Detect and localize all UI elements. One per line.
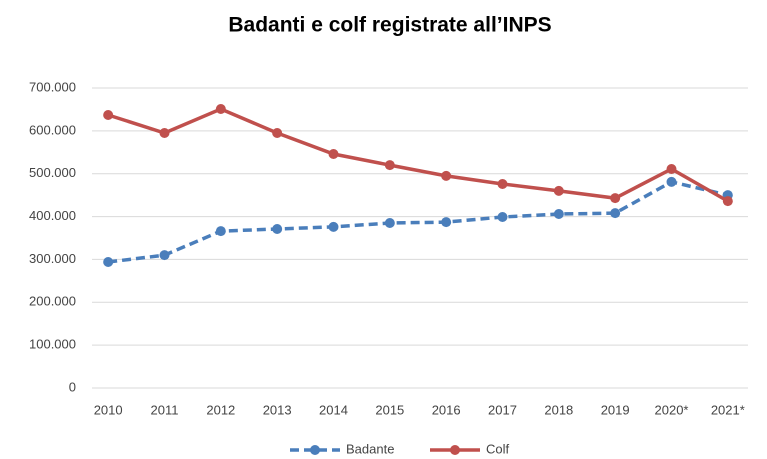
point: [497, 179, 508, 189]
point: [384, 160, 395, 171]
x-tick-label: 2010: [94, 402, 123, 417]
legend-label: Colf: [486, 441, 510, 456]
point: [159, 128, 170, 138]
point: [666, 164, 677, 174]
x-tick-label: 2018: [544, 402, 573, 417]
y-tick-label: 700.000: [29, 79, 76, 94]
y-tick-label: 500.000: [29, 165, 76, 180]
point: [610, 193, 621, 204]
point: [328, 221, 339, 232]
series-line: [107, 107, 729, 203]
x-tick-label: 2017: [488, 402, 517, 417]
x-tick-label: 2021*: [711, 402, 745, 417]
x-tick-label: 2014: [319, 402, 348, 417]
point: [722, 196, 733, 207]
chart-title: Badanti e colf registrate all’INPS: [228, 14, 551, 37]
point: [215, 226, 226, 237]
x-tick-label: 2020*: [655, 402, 689, 417]
point: [103, 110, 114, 120]
y-tick-label: 0: [69, 379, 76, 394]
point: [610, 208, 621, 219]
legend-label: Badante: [346, 441, 394, 456]
legend-marker: [450, 445, 460, 455]
x-tick-label: 2015: [375, 402, 404, 417]
point: [553, 209, 564, 219]
point: [272, 128, 283, 138]
x-tick-label: 2011: [151, 402, 179, 417]
point: [666, 176, 677, 187]
series-line: [107, 179, 729, 264]
legend-marker: [310, 445, 320, 455]
y-tick-label: 100.000: [29, 337, 76, 352]
point: [328, 149, 339, 159]
point: [384, 218, 395, 228]
y-tick-label: 400.000: [29, 208, 76, 223]
point: [103, 257, 114, 267]
y-tick-label: 600.000: [29, 122, 76, 137]
x-tick-label: 2012: [206, 402, 235, 417]
y-tick-label: 300.000: [29, 251, 76, 266]
point: [272, 224, 283, 234]
point: [441, 217, 452, 228]
x-tick-label: 2016: [432, 402, 461, 417]
y-tick-label: 200.000: [29, 294, 76, 309]
x-tick-label: 2019: [601, 402, 630, 417]
point: [553, 185, 564, 196]
x-tick-label: 2013: [263, 402, 292, 417]
point: [215, 104, 226, 114]
point: [159, 250, 170, 261]
point: [497, 212, 508, 222]
point: [441, 170, 452, 181]
